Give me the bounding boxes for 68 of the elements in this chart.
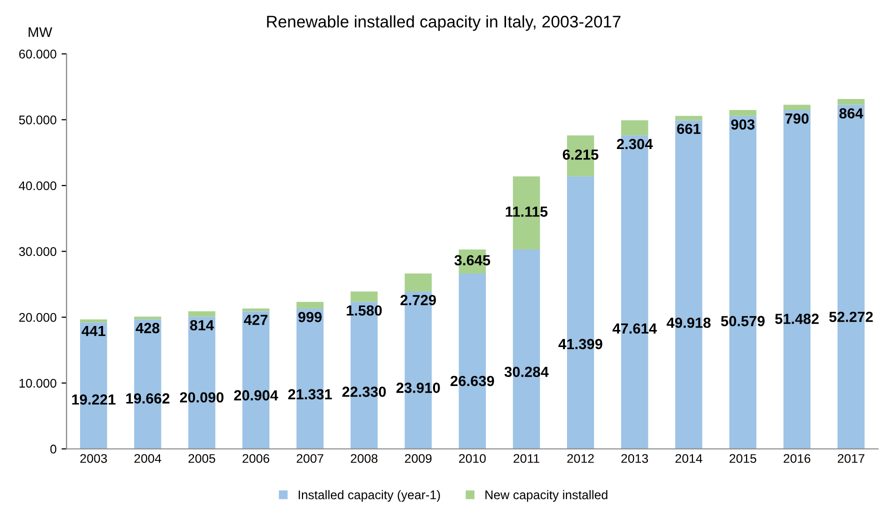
y-tick-label: 40.000 [18, 181, 56, 190]
bar [621, 120, 648, 136]
y-tick-label: 30.000 [19, 247, 56, 256]
y-axis-title: MW [28, 27, 52, 37]
data-label: 26.639 [450, 376, 494, 386]
bar [80, 319, 108, 322]
x-tick-label: 2012 [567, 454, 594, 463]
data-label: 790 [785, 113, 809, 124]
x-tick-label: 2003 [80, 454, 107, 463]
x-tick-label: 2005 [188, 454, 216, 463]
bar [838, 99, 865, 105]
data-label: 51.482 [775, 314, 819, 324]
bar [783, 104, 810, 110]
x-tick-label: 2016 [784, 454, 810, 463]
data-label: 814 [190, 320, 214, 330]
y-tick-label: 10.000 [20, 378, 56, 388]
data-label: 20.090 [180, 392, 224, 403]
bar [242, 308, 270, 312]
data-label: 50.579 [721, 316, 765, 326]
bar [188, 311, 216, 317]
legend-label: New capacity installed [485, 490, 608, 502]
data-label: 47.614 [612, 323, 657, 334]
data-label: 427 [244, 314, 268, 325]
data-label: 903 [731, 119, 754, 130]
bar [675, 116, 702, 120]
data-label: 864 [839, 108, 864, 119]
bar [350, 291, 378, 302]
x-tick-label: 2004 [134, 454, 162, 463]
bar [134, 316, 162, 320]
data-label: 11.115 [506, 206, 548, 217]
data-label: 19.221 [72, 394, 116, 405]
data-label: 999 [298, 312, 322, 322]
x-tick-label: 2015 [730, 454, 756, 463]
data-label: 428 [136, 322, 160, 334]
y-tick-label: 0 [50, 444, 56, 454]
data-label: 21.331 [288, 389, 332, 400]
data-label: 19.662 [126, 393, 170, 404]
data-label: 2.729 [400, 294, 436, 306]
y-tick-label: 50.000 [19, 116, 56, 124]
legend-label: Installed capacity (year-1) [298, 490, 440, 502]
data-label: 52.272 [829, 312, 873, 322]
data-label: 6.215 [562, 149, 598, 160]
bar [296, 302, 324, 308]
data-label: 30.284 [504, 366, 549, 378]
data-label: 20.904 [234, 390, 278, 400]
x-tick-label: 2006 [242, 454, 270, 463]
chart-title: Renewable installed capacity in Italy, 2003-2017 [267, 15, 620, 31]
y-tick-label: 60.000 [19, 50, 56, 59]
bar [404, 273, 432, 292]
data-label: 3.645 [454, 255, 490, 266]
data-label: 41.399 [558, 338, 602, 350]
bar [729, 110, 756, 116]
x-tick-label: 2010 [459, 454, 486, 463]
data-label: 2.304 [616, 138, 653, 150]
x-tick-label: 2011 [514, 454, 540, 463]
data-label: 22.330 [342, 386, 386, 397]
data-label: 49.918 [666, 318, 711, 328]
x-tick-label: 2008 [350, 454, 378, 463]
data-label: 23.910 [396, 382, 440, 393]
data-label: 661 [677, 124, 701, 134]
x-tick-label: 2009 [404, 454, 432, 463]
y-tick-label: 20.000 [19, 313, 56, 322]
x-tick-label: 2017 [838, 454, 864, 463]
x-tick-label: 2007 [296, 454, 324, 463]
data-label: 441 [82, 326, 106, 336]
x-tick-label: 2013 [621, 454, 648, 463]
data-label: 1.580 [346, 305, 382, 316]
x-tick-label: 2014 [675, 454, 702, 463]
